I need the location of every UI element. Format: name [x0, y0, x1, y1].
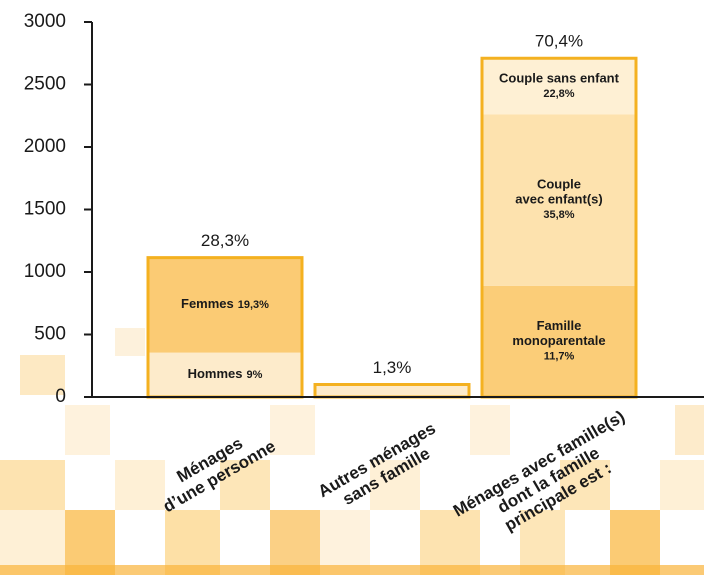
segment-percent: 19,3% — [238, 299, 269, 311]
segment-name: monoparentale — [512, 333, 605, 348]
segment-name: Famille — [537, 318, 582, 333]
chart: 0 500 1000 1500 2000 2500 3000 Hommes 9% Femmes 19… — [0, 0, 704, 575]
total-label: 1,3% — [373, 358, 412, 377]
segment-label: Femmes 19,3% — [181, 297, 269, 312]
y-tick-label: 3000 — [24, 11, 66, 32]
total-label: 70,4% — [535, 32, 583, 51]
y-tick-label: 1000 — [24, 261, 66, 282]
segment-name: Femmes — [181, 297, 234, 312]
segment-name: Hommes — [188, 366, 243, 381]
segment-name: Couple — [537, 177, 581, 192]
y-tick-label: 1500 — [24, 199, 66, 220]
segment-name: Couple sans enfant — [499, 70, 620, 85]
segment-percent: 11,7% — [544, 350, 575, 362]
total-label: 28,3% — [201, 231, 249, 250]
bar-segment — [482, 58, 636, 114]
segment-percent: 9% — [247, 369, 263, 381]
y-tick-label: 0 — [55, 386, 66, 407]
segment-percent: 22,8% — [543, 88, 574, 100]
segment-percent: 35,8% — [543, 209, 574, 221]
y-tick-label: 2500 — [24, 74, 66, 95]
segment-label: Hommes 9% — [188, 366, 263, 381]
y-tick-label: 500 — [34, 324, 66, 345]
y-tick-label: 2000 — [24, 136, 66, 157]
bar-segment — [315, 385, 469, 398]
segment-name: avec enfant(s) — [515, 192, 602, 207]
